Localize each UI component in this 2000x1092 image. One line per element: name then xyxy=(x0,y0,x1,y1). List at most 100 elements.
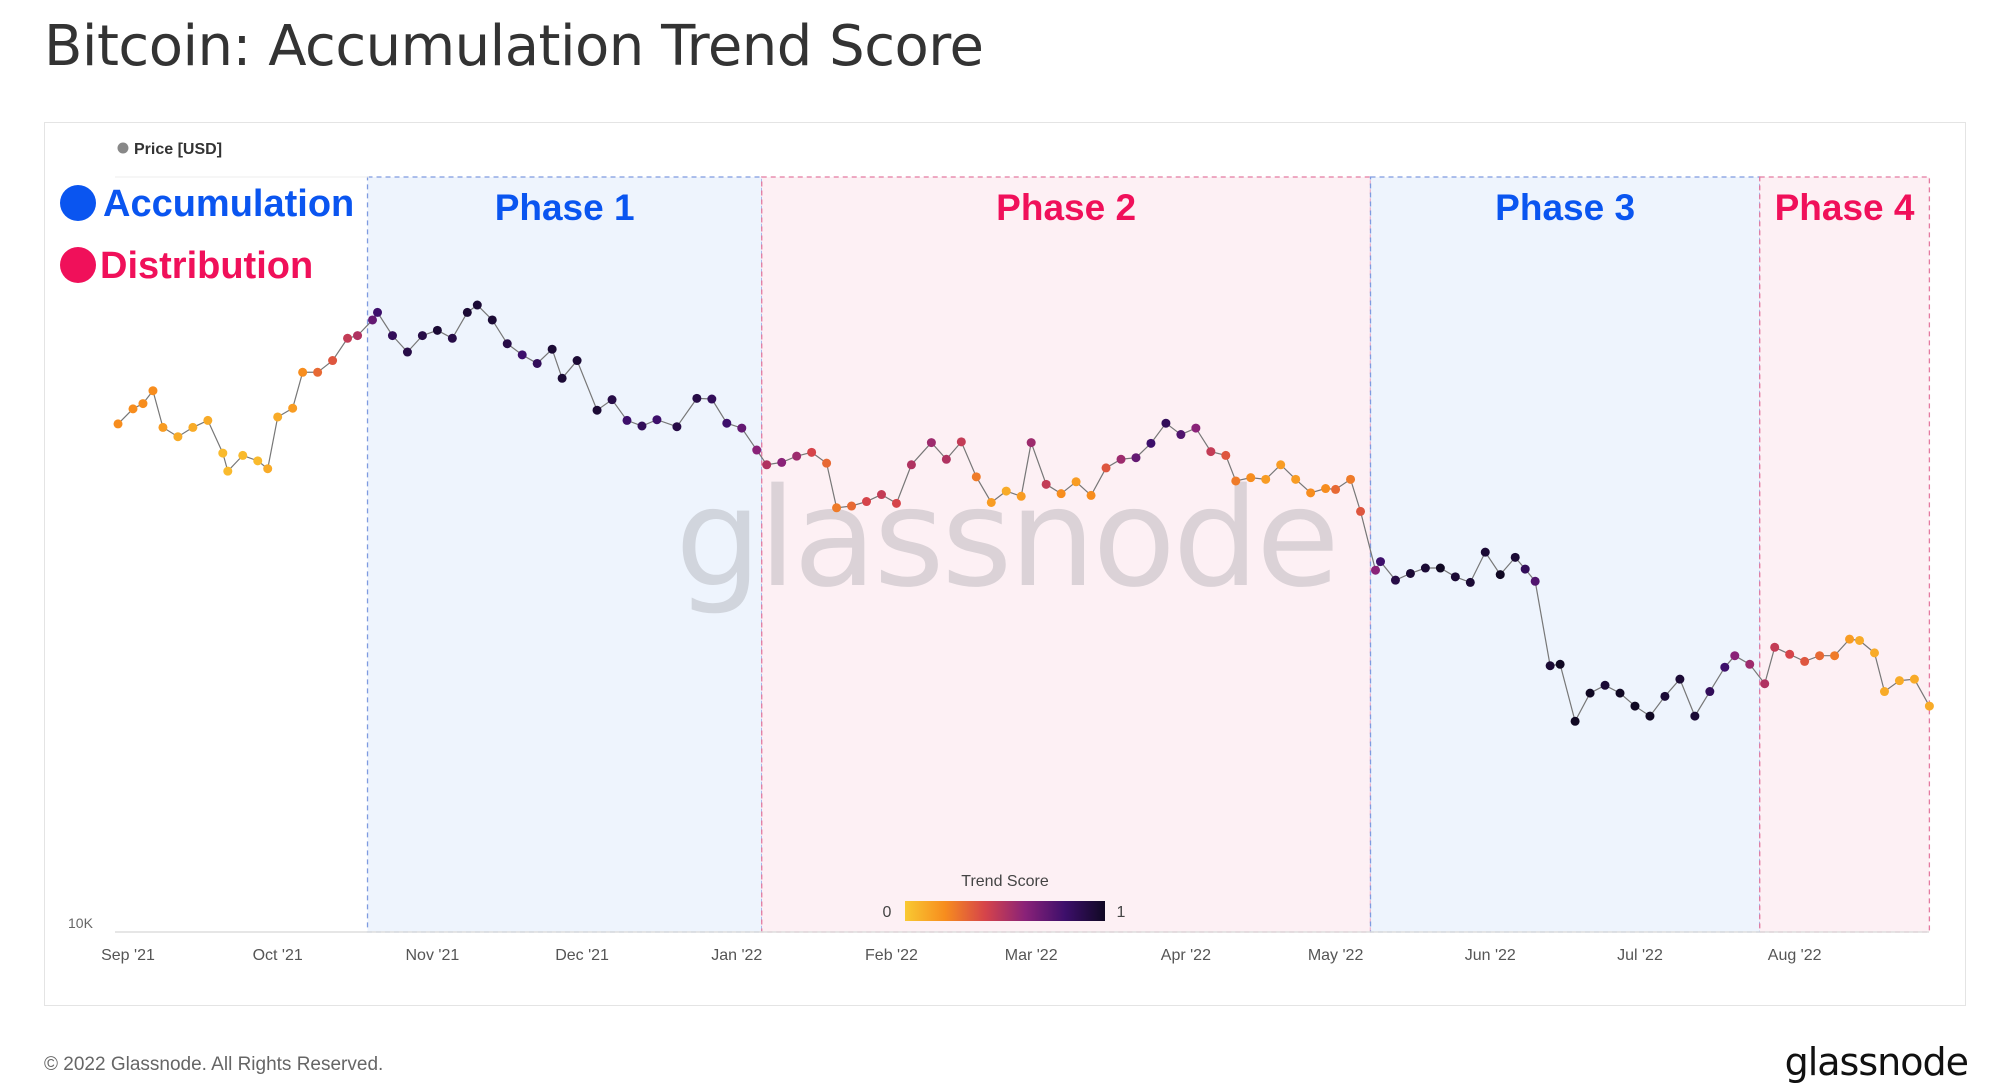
page-title: Bitcoin: Accumulation Trend Score xyxy=(44,14,984,79)
price-point xyxy=(637,421,647,431)
price-point xyxy=(707,394,717,404)
x-tick-label: Jul '22 xyxy=(1617,947,1663,964)
price-point xyxy=(188,422,198,432)
price-point xyxy=(986,497,996,507)
x-tick-label: Oct '21 xyxy=(253,947,303,964)
price-point xyxy=(502,339,512,349)
price-point xyxy=(432,325,442,335)
price-point xyxy=(1026,438,1036,448)
price-point xyxy=(1585,688,1595,698)
price-point xyxy=(1924,701,1934,711)
copyright: © 2022 Glassnode. All Rights Reserved. xyxy=(44,1054,384,1075)
price-point xyxy=(1520,564,1530,574)
chart-panel xyxy=(44,122,1966,1006)
price-point xyxy=(1660,691,1670,701)
price-point xyxy=(148,386,158,396)
price-point xyxy=(487,315,497,325)
price-point xyxy=(1321,484,1331,494)
price-point xyxy=(1510,552,1520,562)
price-point xyxy=(298,367,308,377)
price-point xyxy=(807,447,817,457)
price-point xyxy=(822,458,832,468)
price-point xyxy=(1894,676,1904,686)
price-point xyxy=(1480,547,1490,557)
price-point xyxy=(462,307,472,317)
price-point xyxy=(1555,659,1565,669)
price-point xyxy=(1690,711,1700,721)
price-point xyxy=(777,457,787,467)
price-point xyxy=(1356,506,1366,516)
price-point xyxy=(906,460,916,470)
price-point xyxy=(313,367,323,377)
price-point xyxy=(387,331,397,341)
price-point xyxy=(926,438,936,448)
phase-region-1 xyxy=(366,176,763,933)
price-point xyxy=(1071,477,1081,487)
brand-logo: glassnode xyxy=(1784,1040,1969,1084)
price-point xyxy=(1830,651,1840,661)
price-point xyxy=(1420,563,1430,573)
price-point xyxy=(1346,474,1356,484)
price-point xyxy=(1176,430,1186,440)
price-point xyxy=(328,356,338,366)
price-point xyxy=(1231,476,1241,486)
price-point xyxy=(1770,642,1780,652)
x-tick-label: Jan '22 xyxy=(711,947,762,964)
price-point xyxy=(263,464,273,474)
price-point xyxy=(1131,453,1141,463)
phase-label-4: Phase 4 xyxy=(1775,187,1915,228)
price-point xyxy=(1870,648,1879,658)
price-point xyxy=(402,347,412,357)
phase-label-2: Phase 2 xyxy=(996,187,1136,228)
x-tick-label: May '22 xyxy=(1308,947,1364,964)
price-point xyxy=(1615,688,1625,698)
price-point xyxy=(288,403,298,413)
x-tick-label: Sep '21 xyxy=(101,947,155,964)
price-point xyxy=(1261,474,1271,484)
price-point xyxy=(1450,572,1460,582)
price-point xyxy=(173,432,183,442)
price-point xyxy=(792,451,802,461)
phase-label-3: Phase 3 xyxy=(1495,187,1635,228)
price-point xyxy=(652,415,662,425)
price-point xyxy=(956,437,966,447)
price-point xyxy=(1221,450,1231,460)
price-point xyxy=(1390,575,1400,585)
price-point xyxy=(447,333,457,343)
price-point xyxy=(672,422,682,432)
price-point xyxy=(203,415,213,425)
price-legend-label[interactable]: Price [USD] xyxy=(134,141,222,158)
price-point xyxy=(876,490,886,500)
price-point xyxy=(1206,447,1216,457)
price-point xyxy=(1101,463,1111,473)
price-point xyxy=(1435,563,1445,573)
price-point xyxy=(1545,661,1555,671)
price-point xyxy=(1116,454,1126,464)
price-legend-dot-icon xyxy=(117,142,129,154)
watermark: glassnode xyxy=(675,460,1337,618)
price-point xyxy=(1600,680,1610,690)
price-point xyxy=(847,501,857,511)
price-point xyxy=(343,333,353,343)
price-point xyxy=(1705,687,1715,697)
price-point xyxy=(607,395,617,405)
price-point xyxy=(832,503,842,513)
price-point xyxy=(1630,701,1640,711)
price-point xyxy=(592,405,602,415)
distribution-legend-dot-icon xyxy=(60,247,96,283)
price-point xyxy=(1855,635,1865,645)
price-point xyxy=(1041,479,1051,489)
price-point xyxy=(1730,651,1740,661)
distribution-legend-label: Distribution xyxy=(100,245,313,287)
price-point xyxy=(138,399,148,409)
phase-region-3 xyxy=(1369,176,1761,933)
x-tick-label: Mar '22 xyxy=(1005,947,1058,964)
price-point xyxy=(1016,491,1026,501)
price-point xyxy=(218,448,228,458)
x-tick-label: Nov '21 xyxy=(406,947,460,964)
price-point xyxy=(1879,687,1889,697)
price-point xyxy=(1675,674,1685,684)
price-point xyxy=(532,358,542,368)
price-point xyxy=(1161,418,1171,428)
